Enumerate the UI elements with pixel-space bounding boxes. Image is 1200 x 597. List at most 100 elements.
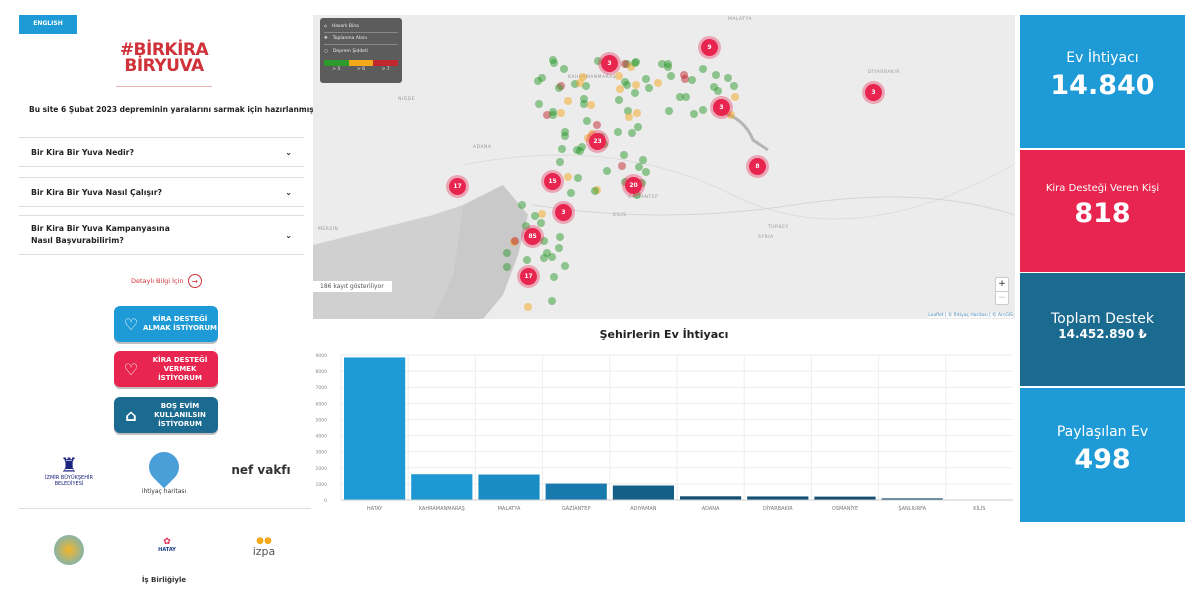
map-point[interactable] xyxy=(624,113,633,122)
map-point[interactable] xyxy=(630,58,639,67)
map-point[interactable] xyxy=(620,177,629,186)
map-cluster[interactable]: 9 xyxy=(701,39,718,56)
map-point[interactable] xyxy=(530,212,539,221)
map-point[interactable] xyxy=(726,110,735,119)
nef-vakfi-logo[interactable]: nef vakfı xyxy=(231,463,291,477)
map-point[interactable] xyxy=(557,144,566,153)
map-point[interactable] xyxy=(638,179,647,188)
map-cluster[interactable]: 23 xyxy=(589,133,606,150)
map-point[interactable] xyxy=(503,248,511,257)
map-point[interactable] xyxy=(537,218,546,227)
map-cluster[interactable]: 85 xyxy=(524,228,541,245)
map-point[interactable] xyxy=(690,109,699,118)
map-point[interactable] xyxy=(511,236,520,245)
map-point[interactable] xyxy=(560,64,569,73)
map-point[interactable] xyxy=(618,162,627,171)
map-point[interactable] xyxy=(687,76,696,85)
map-point[interactable] xyxy=(577,143,586,152)
map-point[interactable] xyxy=(560,131,569,140)
map-point[interactable] xyxy=(699,65,708,74)
map-cluster[interactable]: 3 xyxy=(713,99,730,116)
map-point[interactable] xyxy=(542,249,551,258)
map-point[interactable] xyxy=(563,97,572,106)
map-point[interactable] xyxy=(714,86,723,95)
map-point[interactable] xyxy=(592,121,601,130)
ihtiyac-haritasi-logo[interactable]: ihtiyaç haritası xyxy=(134,445,194,495)
map-point[interactable] xyxy=(616,84,625,93)
map-point[interactable] xyxy=(634,162,643,171)
map-point[interactable] xyxy=(534,100,543,109)
map-point[interactable] xyxy=(624,107,633,116)
map-point[interactable] xyxy=(631,88,640,97)
map-point[interactable] xyxy=(557,108,566,117)
zoom-in-button[interactable]: + xyxy=(996,278,1008,292)
faq-item-what[interactable]: Bir Kira Bir Yuva Nedir? ⌄ xyxy=(19,137,304,167)
map-point[interactable] xyxy=(665,107,674,116)
map-point[interactable] xyxy=(676,93,685,102)
map-point[interactable] xyxy=(730,93,739,102)
map-point[interactable] xyxy=(538,209,547,218)
map-point[interactable] xyxy=(550,272,559,281)
map-point[interactable] xyxy=(587,100,596,109)
map-point[interactable] xyxy=(573,146,582,155)
map-point[interactable] xyxy=(560,262,569,270)
map-point[interactable] xyxy=(632,81,641,90)
municipality-logo[interactable] xyxy=(54,535,84,565)
map-point[interactable] xyxy=(539,254,548,263)
map-point[interactable] xyxy=(632,190,641,199)
map-point[interactable] xyxy=(556,232,565,241)
map-point[interactable] xyxy=(548,296,557,305)
detail-link[interactable]: Detaylı Bilgi İçin → xyxy=(131,274,202,288)
map-point[interactable] xyxy=(580,95,588,104)
map-cluster[interactable]: 3 xyxy=(601,55,618,72)
map-point[interactable] xyxy=(548,110,557,119)
map-point[interactable] xyxy=(709,83,718,92)
map-point[interactable] xyxy=(579,72,588,81)
map-point[interactable] xyxy=(549,59,558,68)
map-point[interactable] xyxy=(584,133,593,142)
receive-support-button[interactable]: ♡ KİRA DESTEĞİ ALMAK İSTİYORUM xyxy=(114,306,218,342)
map-point[interactable] xyxy=(642,167,651,176)
map-point[interactable] xyxy=(523,256,532,265)
map-point[interactable] xyxy=(503,263,512,272)
map-point[interactable] xyxy=(613,128,622,137)
map-point[interactable] xyxy=(615,72,624,81)
map-cluster[interactable]: 3 xyxy=(555,204,572,221)
map-point[interactable] xyxy=(590,186,599,195)
map-point[interactable] xyxy=(534,76,543,85)
map-point[interactable] xyxy=(573,174,582,183)
map-point[interactable] xyxy=(712,70,721,79)
map-point[interactable] xyxy=(581,81,590,90)
zoom-out-button[interactable]: − xyxy=(998,293,1006,303)
map-point[interactable] xyxy=(627,129,636,138)
map-point[interactable] xyxy=(582,117,591,126)
logo[interactable]: #BİRKİRA BİRYUVA xyxy=(119,40,209,76)
map-point[interactable] xyxy=(620,77,629,86)
hatay-logo[interactable]: ✿ HATAY xyxy=(158,537,176,553)
map-point[interactable] xyxy=(543,111,551,120)
map-point[interactable] xyxy=(564,173,573,182)
map-point[interactable] xyxy=(580,99,589,108)
map-point[interactable] xyxy=(547,253,556,261)
map-point[interactable] xyxy=(680,71,689,79)
map-point[interactable] xyxy=(537,74,546,83)
izmir-logo[interactable]: ♜ İZMİR BÜYÜKŞEHİR BELEDİYESİ xyxy=(45,453,93,487)
map-point[interactable] xyxy=(576,78,585,87)
map-point[interactable] xyxy=(615,95,624,104)
map-point[interactable] xyxy=(517,200,526,209)
empty-home-button[interactable]: ⌂ BOŞ EVİM KULLANILSIN İSTİYORUM xyxy=(114,397,218,433)
map-point[interactable] xyxy=(593,56,602,65)
map-point[interactable] xyxy=(663,63,672,72)
faq-item-how[interactable]: Bir Kira Bir Yuva Nasıl Çalışır? ⌄ xyxy=(19,177,304,207)
map-point[interactable] xyxy=(619,151,628,160)
map-point[interactable] xyxy=(699,105,708,114)
map-point[interactable] xyxy=(724,74,733,83)
map-attribution[interactable]: Leaflet | © İhtiyaç Haritası | © ArcGIS xyxy=(928,313,1013,318)
map-point[interactable] xyxy=(667,71,676,80)
map-point[interactable] xyxy=(730,81,739,90)
map-point[interactable] xyxy=(539,237,548,246)
map-point[interactable] xyxy=(567,188,576,197)
map-point[interactable] xyxy=(632,109,641,118)
map-point[interactable] xyxy=(653,79,662,88)
map-point[interactable] xyxy=(602,167,611,176)
